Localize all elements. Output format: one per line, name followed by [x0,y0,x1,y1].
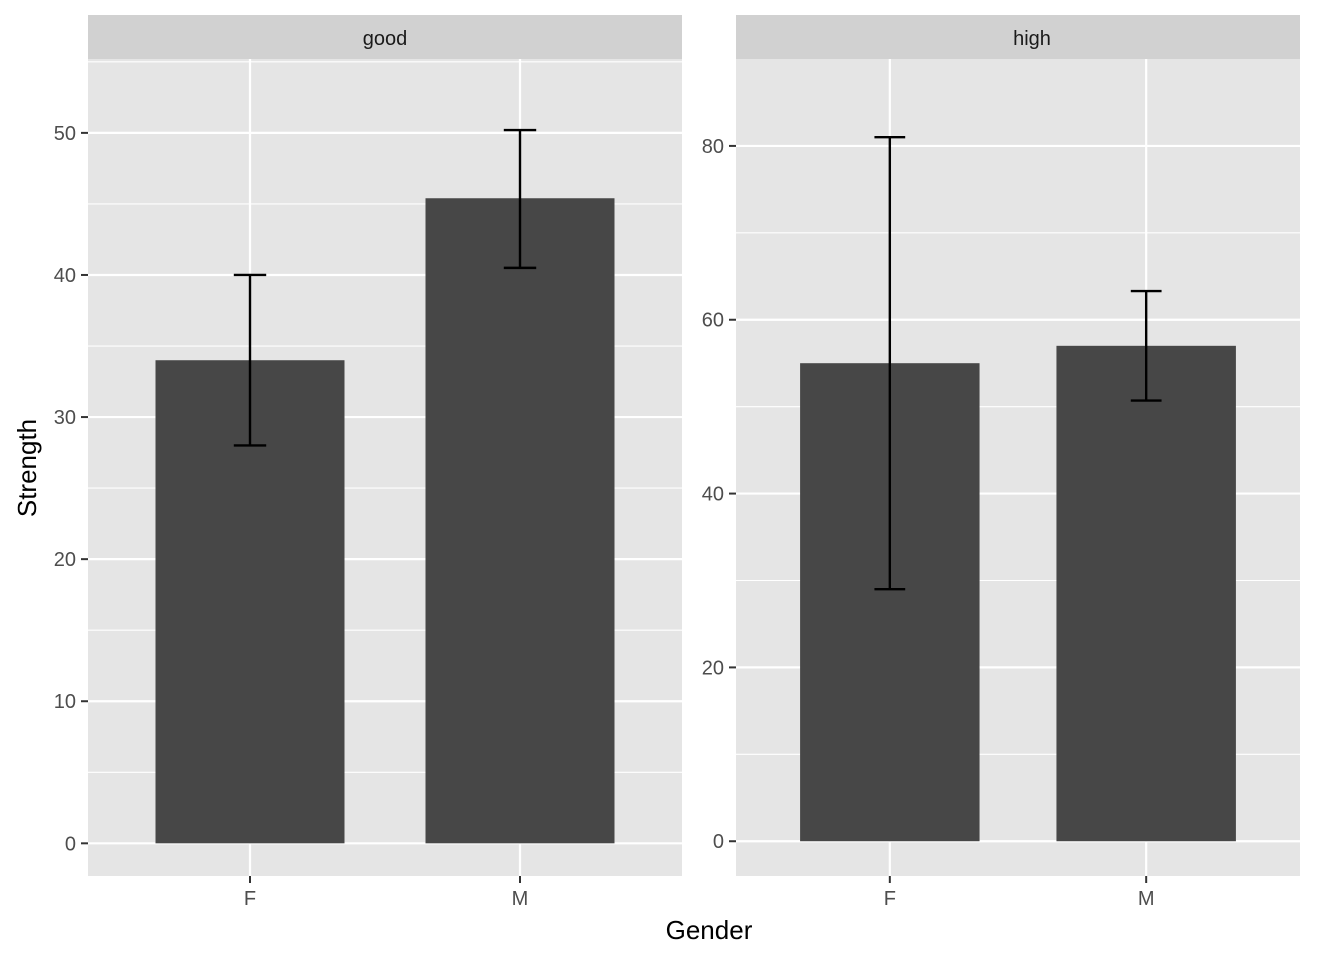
y-axis-high: 0 20 40 60 80 [702,136,736,853]
y-tick-label: 40 [702,484,724,506]
y-tick-label: 60 [702,310,724,332]
strip-label-high: high [1013,28,1051,50]
x-tick-label: F [884,888,896,910]
y-axis-title: Strength [12,419,42,517]
x-axis-title: Gender [666,915,753,945]
errorbar-m [503,128,537,270]
y-tick-label: 20 [702,657,724,679]
y-axis-good: 0 10 20 30 40 50 [54,123,88,855]
y-tick-label: 10 [54,691,76,713]
y-tick-label: 0 [65,833,76,855]
y-tick-label: 0 [713,831,724,853]
strip-good [88,15,682,59]
bar-m [1056,345,1236,842]
y-tick-label: 50 [54,123,76,145]
strip-label-good: good [363,28,408,50]
errorbars-high [874,136,1162,591]
x-tick-label: M [1138,888,1155,910]
errorbars-good [233,128,537,447]
y-tick-label: 30 [54,407,76,429]
errorbar-f [874,136,906,591]
x-tick-label: M [512,888,529,910]
bar-m [425,198,615,844]
y-tick-label: 80 [702,136,724,158]
x-tick-label: F [244,888,256,910]
strip-high [736,15,1300,59]
errorbar-m [1130,289,1162,402]
errorbar-f [233,273,267,447]
y-tick-label: 20 [54,549,76,571]
y-tick-label: 40 [54,265,76,287]
